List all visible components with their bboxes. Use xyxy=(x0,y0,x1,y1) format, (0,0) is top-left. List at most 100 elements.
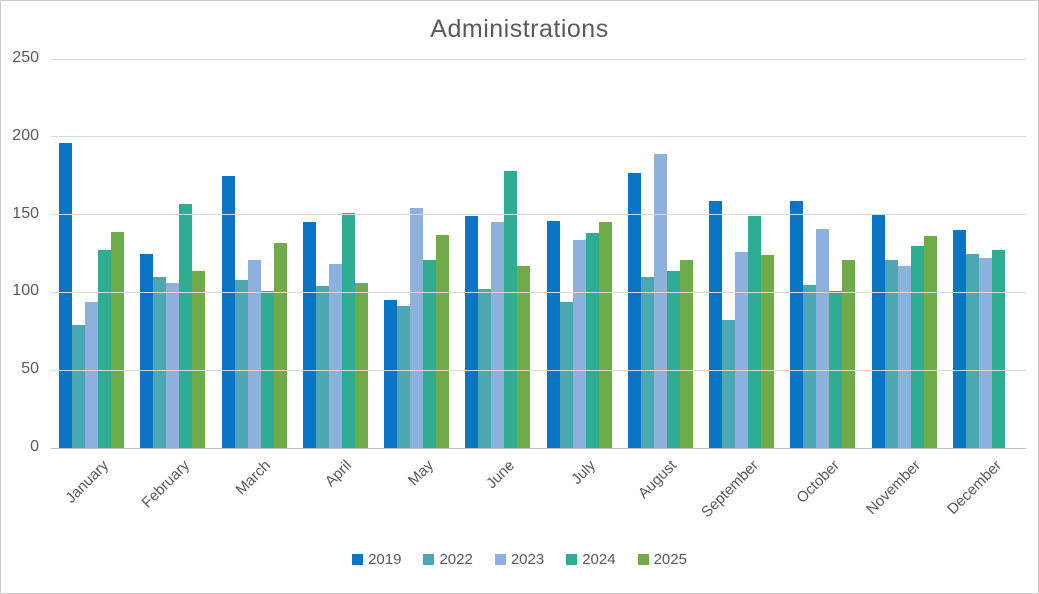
x-tick-label-december: December xyxy=(944,457,1006,518)
bar-2019-october xyxy=(790,200,804,448)
legend-item-2024: 2024 xyxy=(566,551,616,568)
bar-2025-april xyxy=(354,283,368,448)
legend-label: 2019 xyxy=(368,551,402,568)
bar-2019-june xyxy=(465,216,479,448)
bar-2025-march xyxy=(273,242,287,448)
gridline-200 xyxy=(51,136,1026,138)
bar-2019-march xyxy=(221,175,235,448)
bar-group-july xyxy=(539,59,620,448)
bar-2022-august xyxy=(640,276,654,448)
bar-2022-march xyxy=(234,279,248,448)
legend-item-2025: 2025 xyxy=(637,551,687,568)
legend-swatch-icon xyxy=(352,554,364,565)
y-tick-label-200: 200 xyxy=(12,126,39,144)
bar-2022-september xyxy=(722,320,736,448)
bar-2019-august xyxy=(627,172,641,448)
bar-2024-august xyxy=(666,270,680,448)
legend-item-2019: 2019 xyxy=(352,551,401,568)
y-tick-label-100: 100 xyxy=(12,282,39,300)
bar-2023-september xyxy=(735,251,749,448)
bar-2023-october xyxy=(816,228,830,448)
y-tick-label-250: 250 xyxy=(12,49,39,66)
bar-2024-april xyxy=(341,213,355,448)
bar-2025-july xyxy=(598,222,612,448)
bar-2025-november xyxy=(923,236,937,448)
bar-2024-july xyxy=(585,233,599,448)
bar-2019-july xyxy=(546,220,560,448)
bar-2025-january xyxy=(111,231,125,448)
bar-2019-february xyxy=(140,253,154,448)
bar-2022-may xyxy=(397,306,411,448)
chart-title: Administrations xyxy=(430,15,609,43)
legend-swatch-icon xyxy=(637,554,649,565)
bar-2025-september xyxy=(761,255,775,448)
bar-2024-may xyxy=(423,259,437,448)
legend-label: 2022 xyxy=(439,551,473,568)
y-tick-label-150: 150 xyxy=(12,204,39,222)
bar-2022-december xyxy=(965,253,979,448)
bar-2019-may xyxy=(384,300,398,448)
bar-group-april xyxy=(295,59,376,448)
bar-2019-january xyxy=(59,143,73,448)
bar-2019-november xyxy=(871,214,885,448)
bar-2019-april xyxy=(302,222,316,448)
bar-2019-september xyxy=(709,200,723,448)
bar-2022-february xyxy=(153,276,167,448)
legend-item-2023: 2023 xyxy=(494,551,545,568)
bar-group-november xyxy=(864,59,945,448)
bar-2023-february xyxy=(166,283,180,448)
gridline-150 xyxy=(51,214,1026,216)
bar-2022-april xyxy=(315,286,329,448)
x-axis-line xyxy=(51,447,1026,449)
bar-2024-january xyxy=(98,250,112,448)
gridline-100 xyxy=(51,291,1026,293)
legend-swatch-icon xyxy=(423,554,435,565)
legend-swatch-icon xyxy=(494,554,506,565)
bar-2025-october xyxy=(842,259,856,448)
bar-2024-june xyxy=(504,171,518,448)
bar-2024-february xyxy=(179,203,193,448)
bar-2023-november xyxy=(897,265,911,448)
bar-2023-july xyxy=(572,239,586,448)
bar-2022-november xyxy=(884,259,898,448)
bar-2023-december xyxy=(978,258,992,448)
bar-2024-march xyxy=(260,290,274,448)
bar-2025-june xyxy=(517,265,531,448)
bar-2022-october xyxy=(803,284,817,448)
bar-2024-december xyxy=(991,250,1005,448)
bar-2022-june xyxy=(478,289,492,448)
legend-label: 2024 xyxy=(582,551,616,568)
bar-2023-january xyxy=(85,301,99,448)
legend-label: 2025 xyxy=(653,551,687,568)
bar-group-october xyxy=(782,59,863,448)
bar-group-august xyxy=(620,59,701,448)
y-tick-label-0: 0 xyxy=(30,438,39,455)
bar-2019-december xyxy=(952,230,966,448)
bar-2024-november xyxy=(910,245,924,448)
bar-group-january xyxy=(51,59,132,448)
plot-area xyxy=(51,58,1026,449)
bar-group-march xyxy=(214,59,295,448)
bar-2023-april xyxy=(328,264,342,448)
bar-2022-january xyxy=(72,325,86,448)
bar-2024-october xyxy=(829,290,843,448)
bar-2023-june xyxy=(491,222,505,448)
bar-2025-august xyxy=(679,259,693,448)
legend-item-2022: 2022 xyxy=(423,551,473,568)
bar-2024-september xyxy=(748,216,762,448)
bar-group-may xyxy=(376,59,457,448)
legend-label: 2023 xyxy=(510,551,545,568)
bar-2023-march xyxy=(247,259,261,448)
bar-2022-july xyxy=(559,301,573,448)
legend-swatch-icon xyxy=(566,554,578,565)
gridline-50 xyxy=(51,369,1026,371)
bar-group-june xyxy=(457,59,538,448)
y-tick-label-50: 50 xyxy=(21,360,39,378)
gridline-250 xyxy=(51,58,1026,60)
bar-2023-august xyxy=(653,153,667,448)
bar-group-february xyxy=(132,59,213,448)
bar-2025-may xyxy=(436,234,450,448)
bar-2025-february xyxy=(192,270,206,448)
bar-group-december xyxy=(945,59,1026,448)
